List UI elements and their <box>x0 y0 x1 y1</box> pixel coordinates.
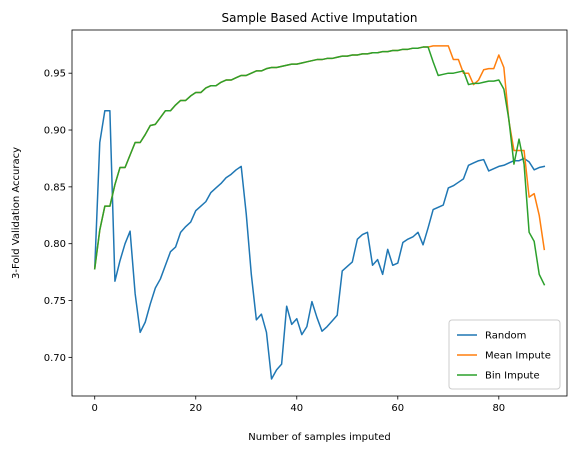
y-axis: 0.70 0.75 0.80 0.85 0.90 0.95 <box>44 69 72 364</box>
y-tick-label: 0.75 <box>44 296 66 307</box>
legend-box <box>448 319 561 390</box>
x-tick-label: 80 <box>492 403 505 414</box>
series-line-random <box>93 109 546 380</box>
y-tick-label: 0.85 <box>44 182 66 193</box>
y-tick-label: 0.70 <box>44 353 66 364</box>
x-tick-label: 40 <box>290 403 303 414</box>
x-tick-label: 20 <box>189 403 202 414</box>
x-axis: 0 20 40 60 80 <box>92 396 505 414</box>
y-axis-label: 3-Fold Validation Accuracy <box>11 147 22 279</box>
x-tick-label: 60 <box>391 403 404 414</box>
plot-series-group <box>93 45 546 380</box>
series-line-mean-impute <box>93 45 546 270</box>
y-tick-label: 0.90 <box>44 126 66 137</box>
series-line-bin-impute <box>93 46 546 286</box>
x-axis-label: Number of samples imputed <box>248 432 391 443</box>
chart-title: Sample Based Active Imputation <box>222 11 418 25</box>
legend-label: Random <box>485 331 526 342</box>
y-tick-label: 0.80 <box>44 239 66 250</box>
y-tick-label: 0.95 <box>44 69 66 80</box>
legend: Random Mean Impute Bin Impute <box>448 319 561 390</box>
legend-label: Bin Impute <box>485 371 540 382</box>
legend-label: Mean Impute <box>485 351 551 362</box>
x-tick-label: 0 <box>92 403 98 414</box>
plot-frame <box>71 29 568 397</box>
